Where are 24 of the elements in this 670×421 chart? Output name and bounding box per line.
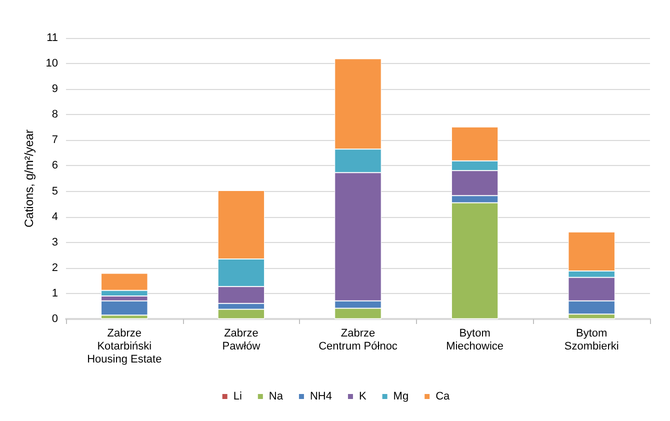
y-tick-label: 2 — [52, 262, 58, 274]
x-tick-label: Zabrze Pawłów — [222, 328, 260, 352]
y-tick-label: 7 — [52, 134, 58, 146]
y-tick-label: 4 — [52, 210, 58, 223]
legend-label: Ca — [436, 390, 451, 402]
y-tick-label: 1 — [52, 287, 58, 300]
x-tick-label: Bytom Szombierki — [564, 328, 619, 352]
y-tick-label: 5 — [52, 185, 58, 198]
y-tick-label: 10 — [46, 58, 58, 70]
x-tick-label: Zabrze Centrum Północ — [318, 328, 398, 352]
x-tick-label: Bytom Miechowice — [446, 328, 504, 352]
y-tick-label: 6 — [52, 160, 58, 172]
legend-label: Mg — [393, 390, 409, 402]
y-tick-label: 11 — [46, 32, 58, 44]
legend-label: Na — [268, 390, 284, 402]
x-tick-label: Zabrze Kotarbiński Housing Estate — [87, 328, 162, 366]
y-axis-title: Cations, g/m²/year — [22, 129, 36, 228]
legend-label: Li — [233, 390, 242, 402]
y-tick-label: 0 — [52, 313, 58, 325]
legend-label: K — [358, 390, 367, 402]
y-tick-label: 3 — [52, 236, 58, 248]
y-tick-label: 8 — [52, 108, 58, 121]
legend-label: NH4 — [310, 390, 332, 402]
y-tick-label: 9 — [52, 83, 58, 96]
